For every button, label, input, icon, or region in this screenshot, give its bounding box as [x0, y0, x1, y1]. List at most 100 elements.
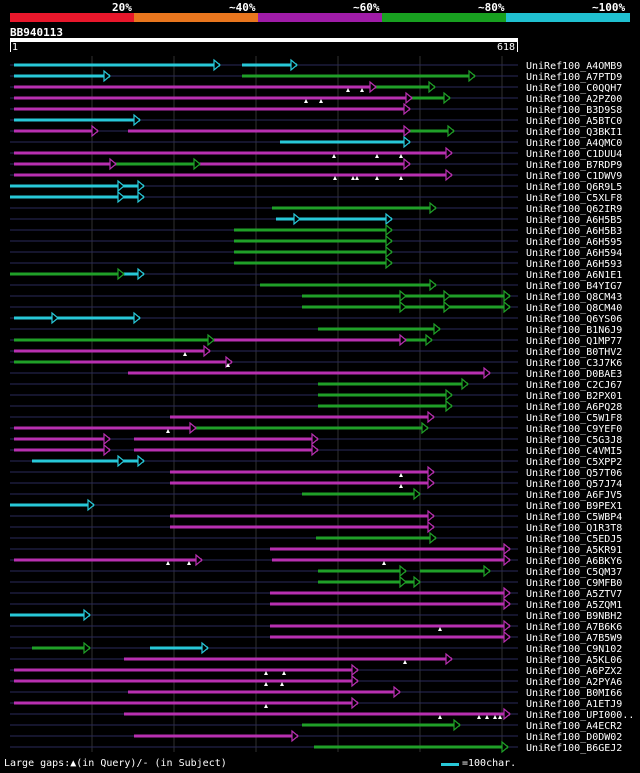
hit-name-link[interactable]: UniRef100_Q57J74 — [526, 479, 622, 490]
hit-name-link[interactable]: UniRef100_A6BKY6 — [526, 556, 622, 567]
hit-row[interactable]: UniRef100_Q1R3T8 — [10, 520, 622, 534]
hit-row[interactable]: UniRef100_B4YIG7 — [10, 278, 622, 292]
hit-row[interactable]: UniRef100_B9PEX1 — [10, 498, 622, 512]
hit-name-link[interactable]: UniRef100_B7RDP9 — [526, 160, 622, 171]
hit-name-link[interactable]: UniRef100_B3D9S8 — [526, 105, 622, 116]
hit-name-link[interactable]: UniRef100_A1ETJ9 — [526, 699, 622, 710]
hit-name-link[interactable]: UniRef100_B2PX01 — [526, 391, 622, 402]
hit-row[interactable]: UniRef100_Q1MP77 — [10, 333, 622, 347]
hit-row[interactable]: UniRef100_A4OMB9 — [10, 58, 622, 72]
hit-row[interactable]: UniRef100_A7B5W9 — [10, 630, 622, 644]
hit-row[interactable]: UniRef100_Q8CM40 — [10, 300, 622, 314]
hit-row[interactable]: UniRef100_A5ZQM1 — [10, 597, 622, 611]
hit-row[interactable]: UniRef100_C5EDJ5 — [10, 531, 622, 545]
hit-name-link[interactable]: UniRef100_A6FJV5 — [526, 490, 622, 501]
hit-name-link[interactable]: UniRef100_A6PZX2 — [526, 666, 622, 677]
hit-name-link[interactable]: UniRef100_Q6YS06 — [526, 314, 622, 325]
hit-name-link[interactable]: UniRef100_A7B5W9 — [526, 633, 622, 644]
hit-name-link[interactable]: UniRef100_A7B6K6 — [526, 622, 622, 633]
hit-name-link[interactable]: UniRef100_A4OMB9 — [526, 61, 622, 72]
hit-name-link[interactable]: UniRef100_C3J7K6 — [526, 358, 622, 369]
hit-name-link[interactable]: UniRef100_B9NBH2 — [526, 611, 622, 622]
hit-row[interactable]: UniRef100_C9N102 — [10, 641, 622, 655]
hit-name-link[interactable]: UniRef100_C1DUU4 — [526, 149, 622, 160]
hit-name-link[interactable]: UniRef100_B6GEJ2 — [526, 743, 622, 754]
hit-name-link[interactable]: UniRef100_B4YIG7 — [526, 281, 622, 292]
hit-name-link[interactable]: UniRef100_C9MFB0 — [526, 578, 622, 589]
hit-row[interactable]: UniRef100_D0BAE3 — [10, 366, 622, 380]
hit-row[interactable]: UniRef100_Q8CM43 — [10, 289, 622, 303]
hit-row[interactable]: UniRef100_A6H595 — [10, 234, 622, 248]
hit-name-link[interactable]: UniRef100_C5XLF8 — [526, 193, 622, 204]
hit-name-link[interactable]: UniRef100_C1DWV9 — [526, 171, 622, 182]
hit-row[interactable]: UniRef100_A6H594 — [10, 245, 622, 259]
hit-name-link[interactable]: UniRef100_A5KL06 — [526, 655, 622, 666]
hit-row[interactable]: UniRef100_Q57J74 — [10, 476, 622, 490]
hit-row[interactable]: UniRef100_B6GEJ2 — [10, 740, 622, 754]
hit-name-link[interactable]: UniRef100_Q8CM40 — [526, 303, 622, 314]
hit-row[interactable]: UniRef100_A6PZX2 — [10, 663, 622, 677]
hit-name-link[interactable]: UniRef100_A6PQ28 — [526, 402, 622, 413]
hit-row[interactable]: UniRef100_A4QMC0 — [10, 135, 622, 149]
hit-name-link[interactable]: UniRef100_Q6R9L5 — [526, 182, 622, 193]
hit-name-link[interactable]: UniRef100_B1N6J9 — [526, 325, 622, 336]
hit-row[interactable]: UniRef100_B1N6J9 — [10, 322, 622, 336]
hit-name-link[interactable]: UniRef100_A4ECR2 — [526, 721, 622, 732]
hit-row[interactable]: UniRef100_C9MFB0 — [10, 575, 622, 589]
hit-name-link[interactable]: UniRef100_D0BAE3 — [526, 369, 622, 380]
hit-name-link[interactable]: UniRef100_C2CJ67 — [526, 380, 622, 391]
hit-name-link[interactable]: UniRef100_C9YEF0 — [526, 424, 622, 435]
hit-name-link[interactable]: UniRef100_C5XPP2 — [526, 457, 622, 468]
hit-row[interactable]: UniRef100_A5KR91 — [10, 542, 622, 556]
hit-row[interactable]: UniRef100_C5XLF8 — [10, 190, 622, 204]
hit-row[interactable]: UniRef100_C2CJ67 — [10, 377, 622, 391]
hit-row[interactable]: UniRef100_C1DWV9 — [10, 168, 622, 182]
hit-name-link[interactable]: UniRef100_Q1R3T8 — [526, 523, 622, 534]
hit-row[interactable]: UniRef100_A5ZTV7 — [10, 586, 622, 600]
hit-name-link[interactable]: UniRef100_Q8CM43 — [526, 292, 622, 303]
hit-row[interactable]: UniRef100_Q62IR9 — [10, 201, 622, 215]
hit-row[interactable]: UniRef100_A6H593 — [10, 256, 622, 270]
hit-row[interactable]: UniRef100_C5QM37 — [10, 564, 622, 578]
hit-name-link[interactable]: UniRef100_A5BTC0 — [526, 116, 622, 127]
hit-row[interactable]: UniRef100_A5BTC0 — [10, 113, 622, 127]
hit-row[interactable]: UniRef100_B9NBH2 — [10, 608, 622, 622]
hit-name-link[interactable]: UniRef100_C5EDJ5 — [526, 534, 622, 545]
hit-name-link[interactable]: UniRef100_A2PZ00 — [526, 94, 622, 105]
hit-name-link[interactable]: UniRef100_C5WBP4 — [526, 512, 622, 523]
hit-name-link[interactable]: UniRef100_Q57T06 — [526, 468, 622, 479]
hit-row[interactable]: UniRef100_Q6R9L5 — [10, 179, 622, 193]
hit-row[interactable]: UniRef100_A2PYA6 — [10, 674, 622, 688]
hit-name-link[interactable]: UniRef100_C5G3J8 — [526, 435, 622, 446]
hit-row[interactable]: UniRef100_A6FJV5 — [10, 487, 622, 501]
hit-row[interactable]: UniRef100_A6N1E1 — [10, 267, 622, 281]
hit-row[interactable]: UniRef100_B3D9S8 — [10, 102, 622, 116]
hit-row[interactable]: UniRef100_A6H5B3 — [10, 223, 622, 237]
hit-row[interactable]: UniRef100_C0QQH7 — [10, 80, 622, 94]
hit-name-link[interactable]: UniRef100_A5ZTV7 — [526, 589, 622, 600]
hit-name-link[interactable]: UniRef100_A6N1E1 — [526, 270, 622, 281]
hit-row[interactable]: UniRef100_A1ETJ9 — [10, 696, 622, 710]
hit-name-link[interactable]: UniRef100_A6H593 — [526, 259, 622, 270]
hit-row[interactable]: UniRef100_UPI000.. — [10, 707, 634, 721]
hit-name-link[interactable]: UniRef100_D0DW02 — [526, 732, 622, 743]
hit-row[interactable]: UniRef100_A7B6K6 — [10, 619, 622, 633]
hit-name-link[interactable]: UniRef100_B0THV2 — [526, 347, 622, 358]
hit-row[interactable]: UniRef100_A6BKY6 — [10, 553, 622, 567]
hit-row[interactable]: UniRef100_A6PQ28 — [10, 399, 622, 413]
hit-row[interactable]: UniRef100_C4VMI5 — [10, 443, 622, 457]
hit-name-link[interactable]: UniRef100_A6H5B5 — [526, 215, 622, 226]
hit-name-link[interactable]: UniRef100_UPI000.. — [526, 710, 634, 721]
hit-row[interactable]: UniRef100_A7PTD9 — [10, 69, 622, 83]
hit-row[interactable]: UniRef100_Q57T06 — [10, 465, 622, 479]
hit-row[interactable]: UniRef100_A2PZ00 — [10, 91, 622, 105]
hit-row[interactable]: UniRef100_C5XPP2 — [10, 454, 622, 468]
hit-row[interactable]: UniRef100_C5G3J8 — [10, 432, 622, 446]
hit-row[interactable]: UniRef100_B2PX01 — [10, 388, 622, 402]
hit-row[interactable]: UniRef100_C9YEF0 — [10, 421, 622, 435]
hit-name-link[interactable]: UniRef100_A2PYA6 — [526, 677, 622, 688]
hit-name-link[interactable]: UniRef100_C4VMI5 — [526, 446, 622, 457]
hit-row[interactable]: UniRef100_Q3BKI1 — [10, 124, 622, 138]
hit-name-link[interactable]: UniRef100_B0MI66 — [526, 688, 622, 699]
hit-row[interactable]: UniRef100_A4ECR2 — [10, 718, 622, 732]
